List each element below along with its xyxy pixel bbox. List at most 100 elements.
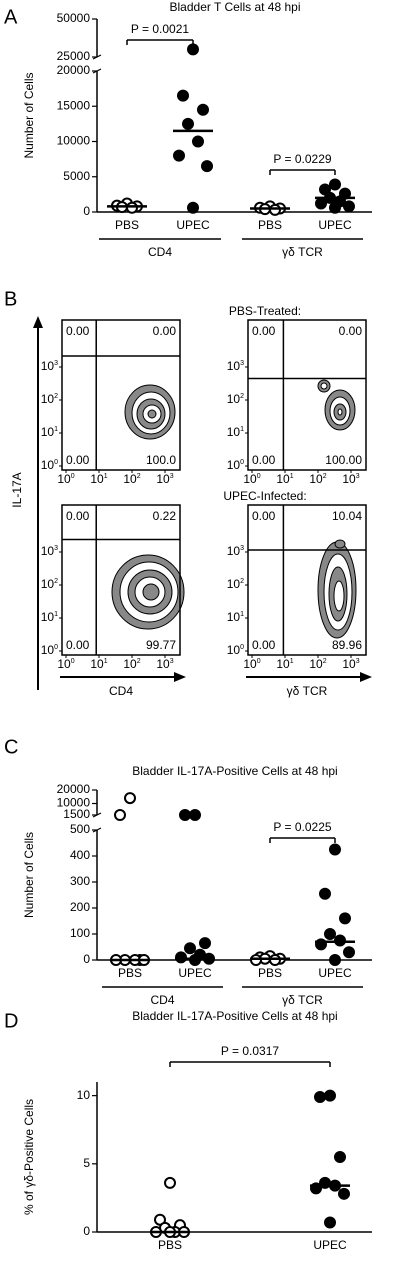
dot: [184, 942, 196, 955]
y-tick-label: 10000: [57, 796, 91, 810]
quadrant-value: 0.00: [252, 509, 276, 523]
dot: [339, 912, 351, 925]
y-tick-label: 0: [83, 952, 90, 966]
x-tick-label: PBS: [115, 218, 139, 232]
tick-exponent: 3: [170, 473, 174, 480]
tick-base: 10: [227, 544, 241, 558]
tick-base: 10: [276, 657, 290, 671]
tick-exponent: 2: [323, 658, 327, 665]
x-tick-label: UPEC: [318, 218, 352, 232]
dot: [179, 809, 191, 821]
dot: [324, 928, 336, 940]
group-label: CD4: [148, 245, 172, 259]
tick-exponent: 1: [104, 473, 108, 480]
tick-label: 103: [156, 472, 173, 486]
dot: [343, 200, 355, 213]
tick-exponent: 0: [257, 658, 261, 665]
y-tick-label: 100: [70, 926, 90, 940]
contour-plot-3: [111, 554, 185, 630]
quadrant-value: 0.00: [252, 638, 276, 652]
dot: [334, 934, 346, 947]
tick-label: 101: [41, 610, 58, 624]
tick-base: 10: [227, 643, 241, 657]
tick-base: 10: [90, 657, 104, 671]
dot: [199, 937, 211, 950]
y-tick-label: 10000: [57, 134, 91, 148]
tick-exponent: 2: [240, 578, 244, 585]
tick-label: 103: [41, 544, 58, 558]
tick-exponent: 3: [170, 658, 174, 665]
tick-base: 10: [276, 472, 290, 486]
dot: [197, 103, 209, 116]
dot: [343, 946, 355, 959]
y-axis-label: Number of Cells: [22, 832, 36, 918]
tick-label: 103: [342, 657, 359, 671]
tick-label: 102: [123, 657, 140, 671]
tick-label: 103: [342, 472, 359, 486]
tick-label: 102: [41, 577, 58, 591]
tick-base: 10: [156, 657, 170, 671]
quadrant-value: 100.0: [146, 453, 176, 467]
chart-title: Bladder T Cells at 48 hpi: [170, 0, 301, 14]
dot: [250, 954, 262, 966]
tick-base: 10: [227, 359, 241, 373]
tick-base: 10: [342, 657, 356, 671]
quadrant-value: 0.22: [153, 509, 177, 523]
y-tick-label: 5000: [63, 169, 90, 183]
x-tick-label: PBS: [258, 966, 282, 980]
tick-exponent: 3: [54, 545, 58, 552]
group-label: CD4: [150, 993, 174, 1007]
tick-label: 101: [276, 657, 293, 671]
tick-base: 10: [123, 657, 137, 671]
y-tick-label: 20000: [57, 63, 91, 77]
y-tick-label: 50000: [57, 11, 91, 25]
tick-exponent: 1: [290, 658, 294, 665]
tick-label: 100: [41, 458, 58, 472]
chart-title: Bladder IL-17A-Positive Cells at 48 hpi: [132, 1009, 337, 1023]
tick-base: 10: [41, 458, 55, 472]
group-label: γδ TCR: [282, 993, 323, 1007]
tick-base: 10: [41, 643, 55, 657]
tick-label: 101: [227, 425, 244, 439]
tick-base: 10: [57, 657, 71, 671]
dot: [334, 1151, 346, 1163]
x-tick-label: PBS: [258, 218, 282, 232]
panel-letter: A: [4, 6, 18, 28]
dot: [201, 160, 213, 173]
tick-label: 100: [57, 657, 74, 671]
contour-plot-1: [124, 384, 176, 440]
tick-base: 10: [123, 472, 137, 486]
y-tick-label: 500: [70, 822, 90, 836]
tick-base: 10: [227, 425, 241, 439]
x-tick-label: PBS: [118, 966, 142, 980]
quadrant-value: 0.00: [252, 453, 276, 467]
dot: [114, 809, 126, 821]
quadrant-value: 99.77: [146, 638, 176, 652]
tick-exponent: 1: [290, 473, 294, 480]
y-axis-label: % of γδ-Positive Cells: [22, 1099, 36, 1215]
tick-label: 100: [227, 643, 244, 657]
tick-label: 102: [309, 472, 326, 486]
tick-base: 10: [227, 577, 241, 591]
row-title: PBS-Treated:: [229, 304, 301, 318]
quadrant-value: 0.00: [252, 324, 276, 338]
y-axis-label: IL-17A: [10, 472, 24, 507]
dot: [338, 1187, 350, 1200]
tick-base: 10: [57, 472, 71, 486]
dot: [319, 887, 331, 900]
tick-label: 103: [227, 359, 244, 373]
tick-base: 10: [41, 610, 55, 624]
tick-label: 101: [90, 657, 107, 671]
tick-exponent: 2: [137, 658, 141, 665]
tick-base: 10: [41, 359, 55, 373]
y-tick-label: 25000: [57, 49, 91, 63]
tick-exponent: 1: [104, 658, 108, 665]
panel-letter: B: [4, 288, 17, 310]
quadrant-value: 10.04: [332, 509, 362, 523]
x-tick-label: UPEC: [318, 966, 352, 980]
tick-label: 101: [276, 472, 293, 486]
p-value: P = 0.0225: [273, 820, 331, 834]
arrow-head: [174, 672, 186, 682]
quadrant-value: 0.00: [339, 324, 363, 338]
dot: [189, 809, 201, 821]
